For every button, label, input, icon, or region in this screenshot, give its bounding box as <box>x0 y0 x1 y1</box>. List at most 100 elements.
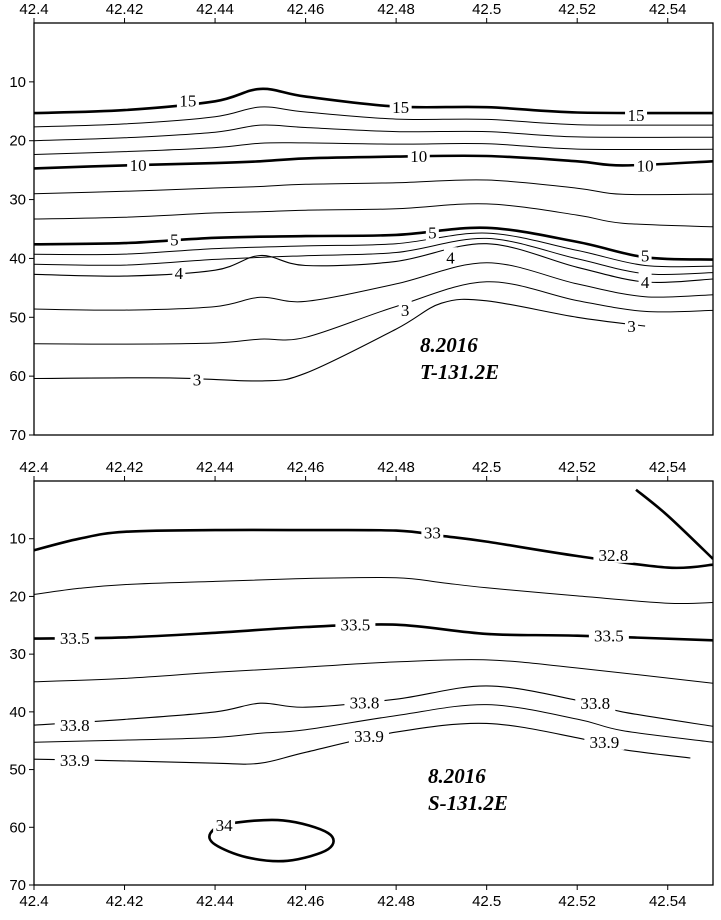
contour-5 <box>34 226 713 261</box>
y-tick-label: 20 <box>9 133 26 150</box>
x-tick-label-top: 42.42 <box>106 1 144 18</box>
contour-label: 10 <box>130 156 147 175</box>
x-tick-label-top: 42.44 <box>196 459 234 476</box>
contour-34 <box>208 818 335 863</box>
x-tick-label-top: 42.4 <box>19 459 48 476</box>
minor-isoline <box>34 232 713 268</box>
contour-label-bg <box>344 692 385 711</box>
minor-isoline <box>34 142 713 155</box>
y-tick-label: 40 <box>9 250 26 267</box>
contour-label: 5 <box>170 231 179 250</box>
plot-frame <box>33 22 714 436</box>
contour-label: 33.9 <box>589 733 619 752</box>
x-tick-label-bottom: 42.52 <box>558 893 596 910</box>
contour-label: 3 <box>401 301 410 320</box>
x-tick-label-top: 42.4 <box>19 1 48 18</box>
contour-label-bg <box>443 247 457 266</box>
contour-4 <box>34 243 713 283</box>
x-tick-label-bottom: 42.48 <box>377 893 415 910</box>
y-tick-label: 30 <box>9 646 26 663</box>
contour-label: 5 <box>428 224 437 243</box>
minor-isoline <box>34 124 713 142</box>
y-tick-label: 50 <box>9 762 26 779</box>
contour-label-bg <box>127 154 150 173</box>
minor-isoline <box>34 179 713 196</box>
minor-isoline <box>34 576 713 605</box>
contour-label: 33.8 <box>580 694 610 713</box>
contour-label: 3 <box>193 371 202 390</box>
contour-label: 15 <box>392 98 409 117</box>
annotation-station: T-131.2E <box>420 360 499 384</box>
contour-label-bg <box>638 245 652 264</box>
x-tick-label-bottom: 42.42 <box>106 893 144 910</box>
y-tick-label: 10 <box>9 531 26 548</box>
contour-10 <box>34 154 713 170</box>
y-tick-label: 30 <box>9 192 26 209</box>
contour-label-bg <box>335 614 376 633</box>
y-tick-label: 70 <box>9 427 26 444</box>
minor-isoline <box>34 106 713 128</box>
x-tick-label-top: 42.46 <box>287 1 325 18</box>
contour-label: 33.5 <box>341 616 371 635</box>
contour-lines <box>34 87 713 382</box>
contour-label-bg <box>190 369 204 388</box>
plot-frame <box>33 480 714 886</box>
contour-label-bg <box>172 263 186 282</box>
x-tick-label-bottom: 42.4 <box>19 893 48 910</box>
contour-label-bg <box>389 97 412 116</box>
y-tick-label: 40 <box>9 704 26 721</box>
minor-isoline <box>34 203 713 228</box>
x-tick-label-bottom: 42.54 <box>649 893 687 910</box>
contour-label: 15 <box>628 106 645 125</box>
contour-label-bg <box>625 316 639 335</box>
contour-label-bg <box>593 544 634 563</box>
y-tick-label: 60 <box>9 368 26 385</box>
contour-label: 10 <box>637 156 654 175</box>
x-tick-label-top: 42.44 <box>196 1 234 18</box>
contour-label: 33.8 <box>60 716 90 735</box>
contour-label: 32.8 <box>599 546 629 565</box>
contour-label: 33.9 <box>60 751 90 770</box>
contour-label-bg <box>575 693 616 712</box>
contour-label-bg <box>625 104 648 123</box>
contour-label-bg <box>425 222 439 241</box>
contour-label-bg <box>54 749 95 768</box>
contour-label: 5 <box>641 246 650 265</box>
panel-1: 42.4 42.42 42.44 42.46 42.48 42.5 42.52 42.54 10… <box>9 1 714 444</box>
x-tick-label-top: 42.5 <box>472 459 501 476</box>
minor-isoline <box>34 659 713 684</box>
contour-label-bg <box>588 625 629 644</box>
minor-isoline <box>34 281 713 345</box>
contour-label-bg <box>634 155 657 174</box>
contour-label: 33 <box>424 523 441 542</box>
contour-label: 33.9 <box>354 727 384 746</box>
contour-label: 33.5 <box>594 627 624 646</box>
contour-label-bg <box>54 715 95 734</box>
y-tick-label: 20 <box>9 588 26 605</box>
contour-label-bg <box>421 522 444 541</box>
x-tick-label-bottom: 42.5 <box>472 893 501 910</box>
contour-label: 4 <box>175 264 184 283</box>
x-tick-label-bottom: 42.46 <box>287 893 325 910</box>
x-tick-label-top: 42.52 <box>558 1 596 18</box>
y-tick-label: 70 <box>9 877 26 894</box>
x-tick-label-top: 42.52 <box>558 459 596 476</box>
x-tick-label-top: 42.46 <box>287 459 325 476</box>
minor-isoline <box>34 262 713 311</box>
contour-label: 33.5 <box>60 629 90 648</box>
x-tick-label-top: 42.48 <box>377 459 415 476</box>
contour-label: 4 <box>641 273 650 292</box>
contour-label-bg <box>638 271 652 290</box>
contour-15 <box>34 87 713 115</box>
contour-label: 3 <box>627 317 636 336</box>
contour-label: 34 <box>216 816 234 835</box>
contour-32-8 <box>635 488 713 560</box>
contour-label-bg <box>348 726 389 745</box>
contour-label-bg <box>398 300 412 319</box>
contour-label: 15 <box>179 92 196 111</box>
annotation-date: 8.2016 <box>428 764 486 788</box>
x-tick-label-top: 42.5 <box>472 1 501 18</box>
panel-2: 42.4 42.4 42.42 42.42 42.44 42.44 42.46 42.46 42… <box>9 459 714 910</box>
contour-label: 33.8 <box>350 694 380 713</box>
